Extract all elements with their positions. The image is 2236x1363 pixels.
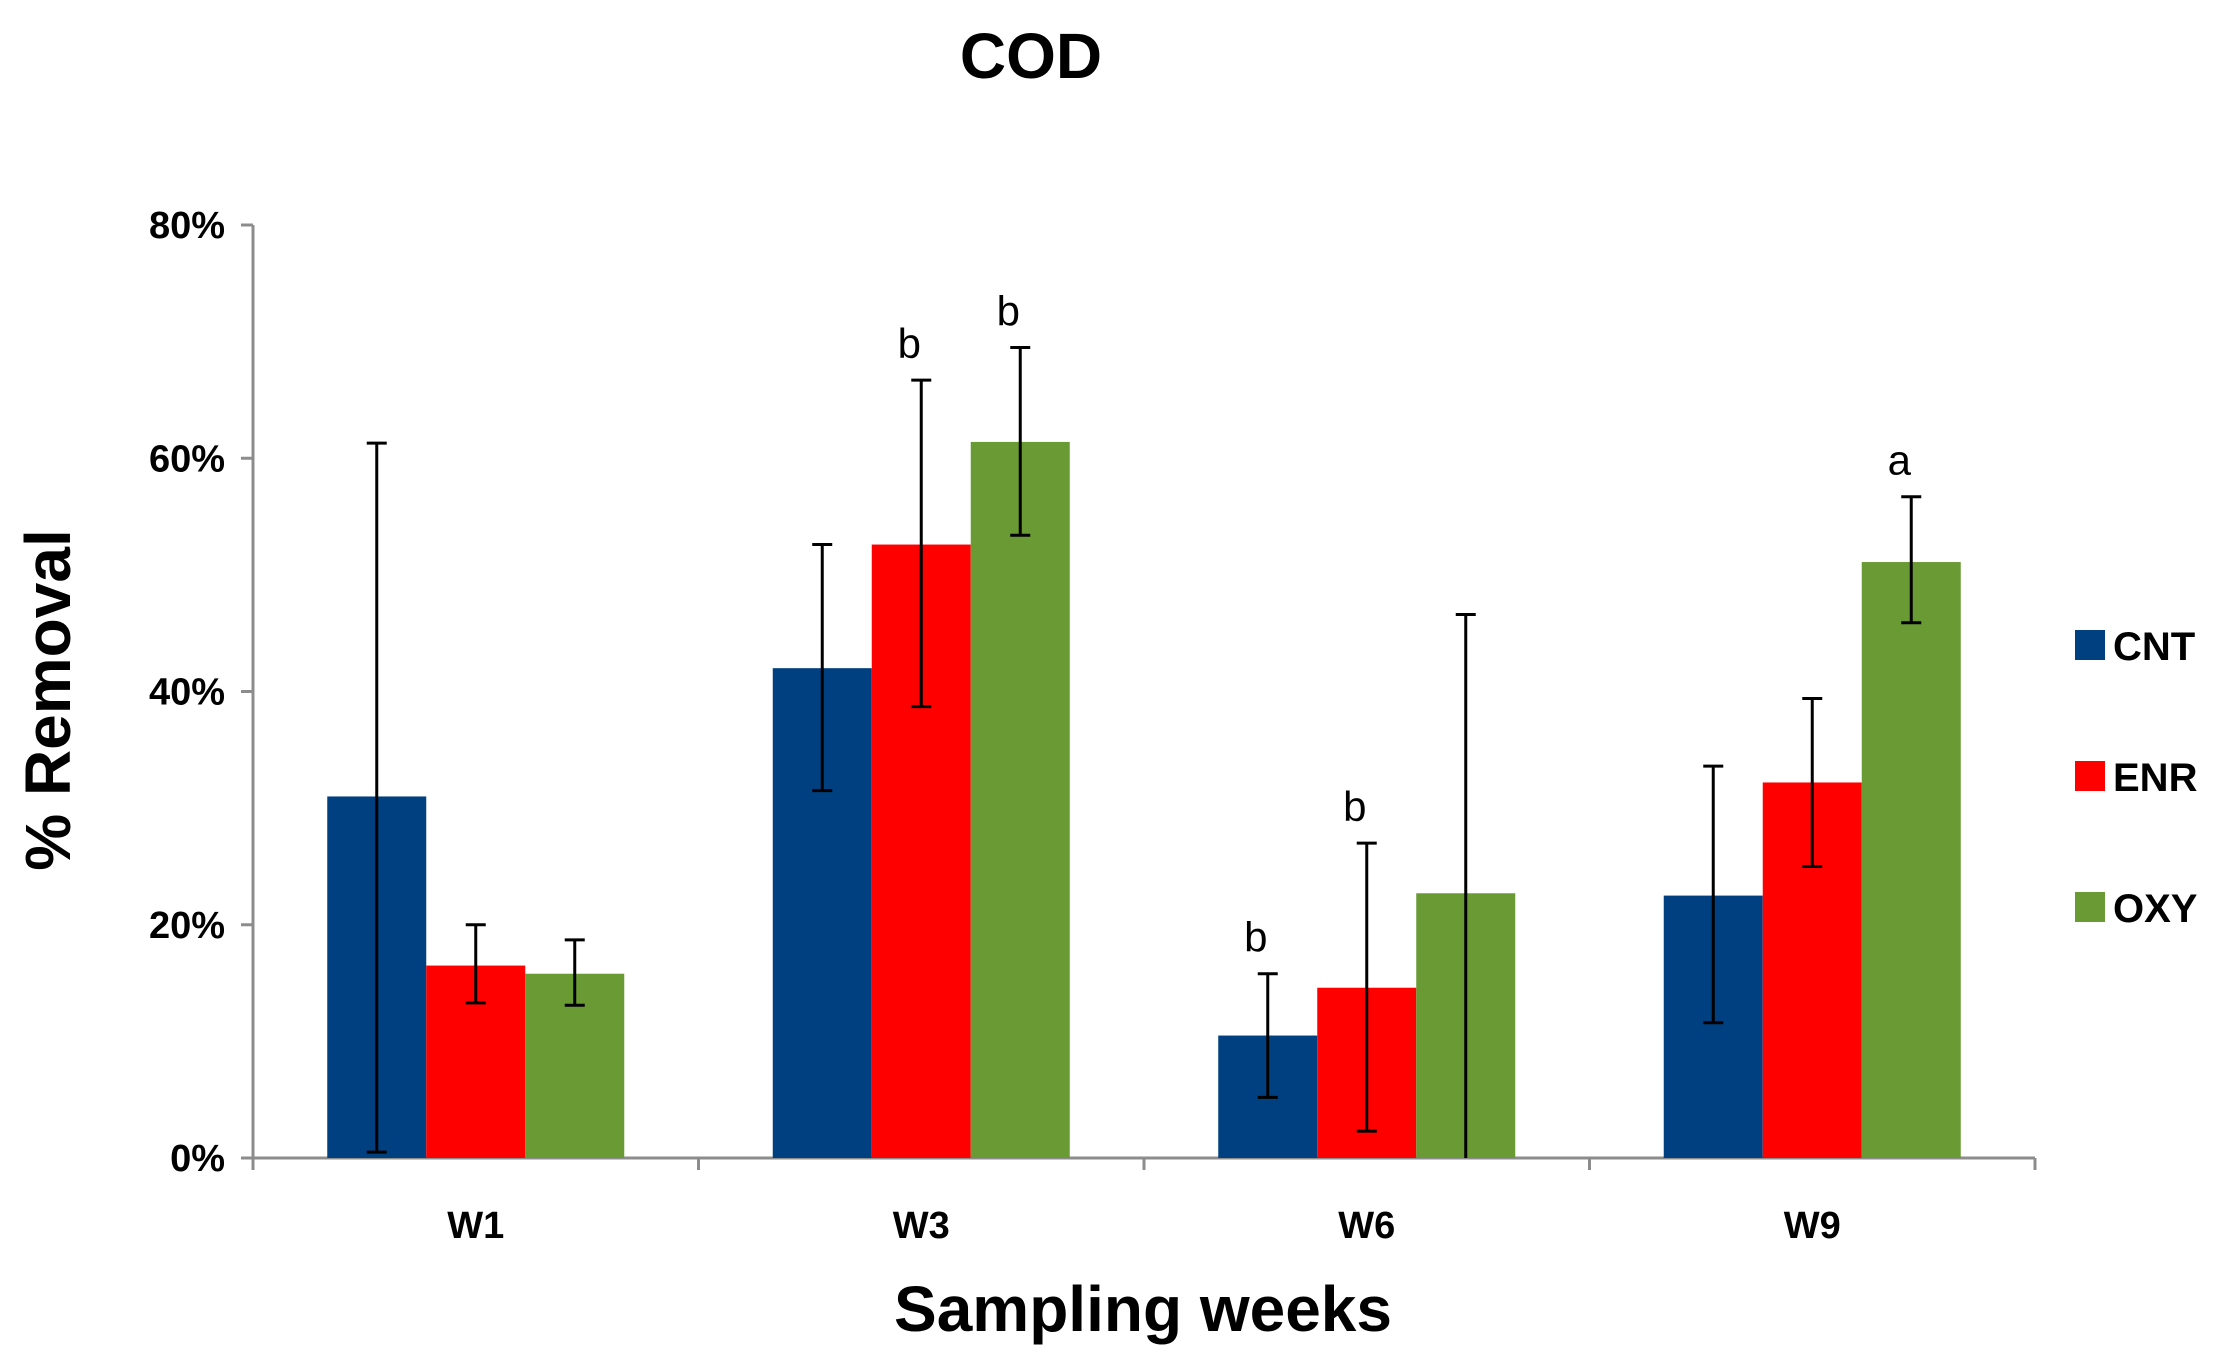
bar-oxy xyxy=(970,441,1070,1158)
significance-label: b xyxy=(1244,914,1267,961)
y-axis-title: % Removal xyxy=(12,529,84,870)
x-tick-label: W6 xyxy=(1338,1205,1395,1247)
significance-label: a xyxy=(1888,437,1912,484)
legend-label-oxy: OXY xyxy=(2113,887,2198,931)
legend-swatch-enr xyxy=(2075,761,2105,791)
x-axis-title: Sampling weeks xyxy=(894,1273,1392,1345)
chart-title: COD xyxy=(960,20,1102,92)
y-tick-label: 60% xyxy=(149,438,225,480)
legend: CNT ENR OXY xyxy=(2075,625,2198,931)
significance-label: b xyxy=(1343,783,1366,830)
significance-label: b xyxy=(898,320,921,367)
y-tick-label: 80% xyxy=(149,205,225,247)
legend-label-cnt: CNT xyxy=(2113,625,2195,669)
significance-label: b xyxy=(997,287,1020,334)
y-tick-label: 0% xyxy=(170,1138,225,1180)
bar-oxy xyxy=(1861,562,1961,1158)
x-tick-label: W3 xyxy=(893,1205,950,1247)
y-tick-label: 20% xyxy=(149,905,225,947)
y-tick-label: 40% xyxy=(149,672,225,714)
legend-swatch-oxy xyxy=(2075,892,2105,922)
plot-area: 0% 20% 40% 60% 80% W1 W3 W6 W9 b b b b a xyxy=(149,205,2037,1247)
x-tick-label: W1 xyxy=(447,1205,504,1247)
legend-swatch-cnt xyxy=(2075,630,2105,660)
legend-label-enr: ENR xyxy=(2113,756,2198,800)
x-tick-label: W9 xyxy=(1784,1205,1841,1247)
